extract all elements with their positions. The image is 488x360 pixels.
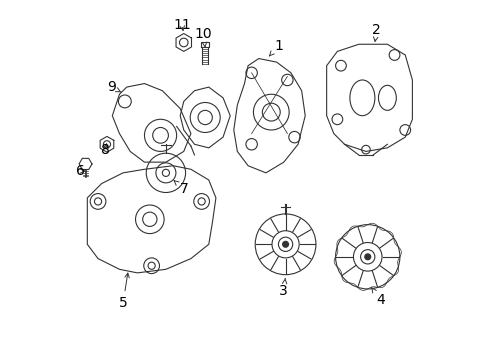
Text: 2: 2 [371, 23, 380, 41]
Text: 1: 1 [269, 39, 282, 56]
Polygon shape [201, 42, 209, 47]
Text: 10: 10 [194, 27, 212, 47]
Text: 4: 4 [371, 288, 384, 307]
Text: 6: 6 [76, 164, 85, 178]
Text: 8: 8 [101, 143, 110, 157]
Circle shape [364, 254, 370, 260]
Text: 7: 7 [174, 181, 188, 196]
Circle shape [282, 242, 288, 247]
Text: 11: 11 [173, 18, 190, 32]
Text: 9: 9 [107, 80, 121, 94]
Text: 3: 3 [279, 278, 287, 298]
Text: 5: 5 [119, 273, 129, 310]
